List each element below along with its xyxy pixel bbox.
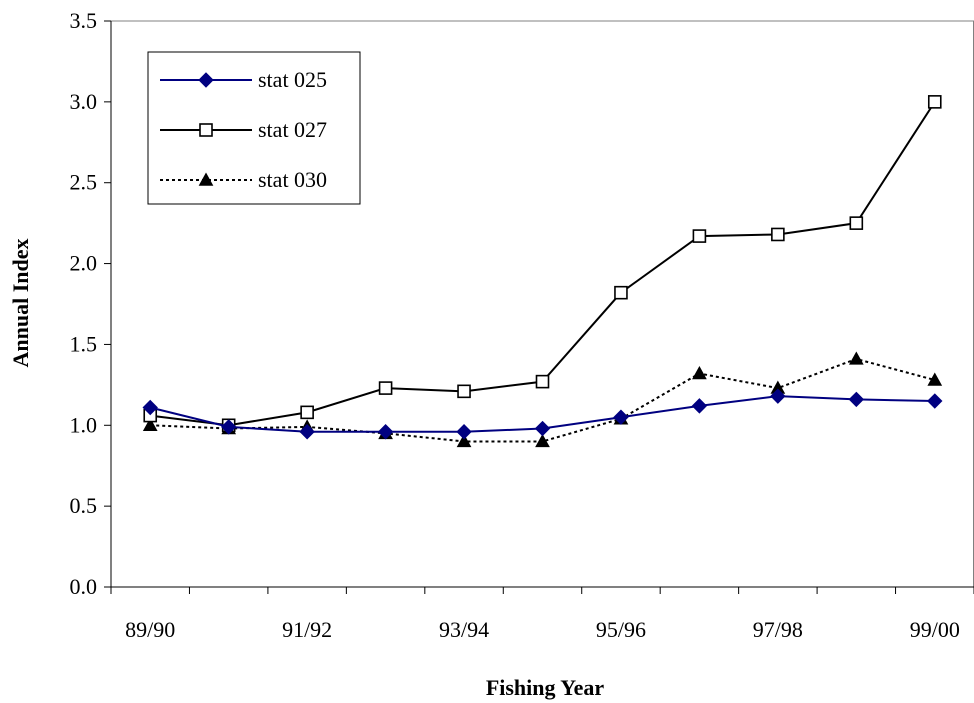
x-tick-label: 99/00 xyxy=(910,617,960,642)
data-point-stat-030 xyxy=(692,366,707,380)
data-point-stat-025 xyxy=(299,424,315,440)
data-point-stat-025 xyxy=(220,419,237,435)
series-line-stat-030 xyxy=(150,357,936,443)
data-point-stat-027 xyxy=(614,285,628,300)
legend-marker-stat-027 xyxy=(199,123,213,137)
data-point-stat-027 xyxy=(771,227,785,242)
y-axis-title: Annual Index xyxy=(8,238,33,367)
y-tick-label: 2.0 xyxy=(70,251,98,276)
data-point-stat-027 xyxy=(849,216,864,230)
legend-box xyxy=(147,51,361,205)
y-tick-label: 3.5 xyxy=(70,8,98,33)
data-point-stat-025 xyxy=(691,398,708,414)
legend: stat 025 stat 027 stat 030 xyxy=(147,51,361,205)
data-point-stat-027 xyxy=(457,384,471,399)
x-tick-label: 93/94 xyxy=(439,617,489,642)
x-tick-label: 89/90 xyxy=(125,617,175,642)
data-point-stat-025 xyxy=(848,391,865,408)
y-tick-label: 0.0 xyxy=(70,574,98,599)
data-point-stat-027 xyxy=(927,95,942,109)
data-point-stat-025 xyxy=(142,399,158,416)
data-point-stat-025 xyxy=(456,424,472,440)
data-point-stat-025 xyxy=(377,424,394,440)
y-tick-label: 3.0 xyxy=(70,89,98,114)
data-point-stat-025 xyxy=(534,420,551,437)
y-tick-label: 0.5 xyxy=(70,493,98,518)
legend-label-stat-027: stat 027 xyxy=(258,117,327,142)
series-layer xyxy=(142,95,943,448)
data-point-stat-030 xyxy=(535,433,550,448)
legend-marker-stat-030 xyxy=(198,172,214,186)
x-tick-label: 97/98 xyxy=(753,617,803,642)
x-tick-label: 91/92 xyxy=(282,617,332,642)
data-point-stat-027 xyxy=(535,374,550,389)
data-point-stat-025 xyxy=(613,409,629,425)
data-point-stat-030 xyxy=(927,372,943,386)
data-point-stat-027 xyxy=(378,381,393,395)
x-axis: 89/90 91/92 93/94 95/96 97/98 99/00 xyxy=(110,586,974,642)
x-axis-title: Fishing Year xyxy=(486,675,605,700)
legend-marker-stat-025 xyxy=(198,72,214,88)
legend-label-stat-025: stat 025 xyxy=(258,67,327,92)
y-axis: 0.0 0.5 1.0 1.5 2.0 2.5 3.0 3.5 xyxy=(70,8,112,599)
series-stat-025 xyxy=(142,388,943,440)
data-point-stat-030 xyxy=(456,433,472,448)
y-tick-label: 1.5 xyxy=(70,331,98,356)
data-point-stat-025 xyxy=(770,388,786,404)
data-point-stat-025 xyxy=(927,393,943,409)
data-point-stat-030 xyxy=(142,417,158,431)
x-tick-label: 95/96 xyxy=(596,617,646,642)
y-tick-label: 1.0 xyxy=(70,412,98,437)
data-point-stat-030 xyxy=(848,351,864,365)
legend-label-stat-030: stat 030 xyxy=(258,167,327,192)
data-point-stat-027 xyxy=(300,405,314,420)
data-point-stat-027 xyxy=(692,229,707,243)
y-tick-label: 2.5 xyxy=(70,170,98,195)
